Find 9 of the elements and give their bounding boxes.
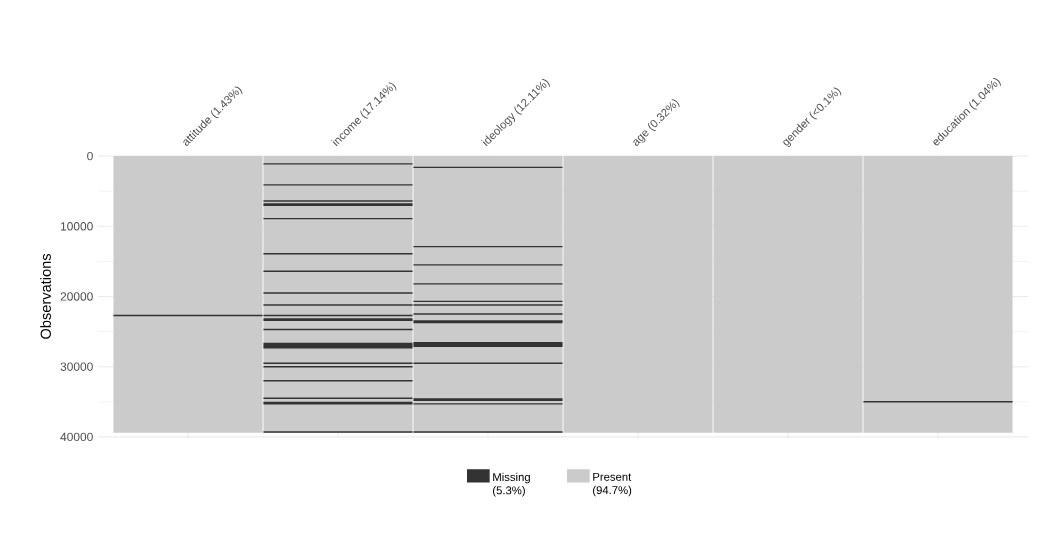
- legend-label: Present (94.7%): [593, 472, 632, 497]
- y-tick-label: 0: [87, 151, 93, 161]
- bar: [263, 203, 413, 206]
- y-tick-label: 40000: [60, 432, 93, 442]
- y-tick-label: 10000: [60, 222, 93, 231]
- y-tick-label: 30000: [60, 362, 93, 371]
- y-tick-label: 20000: [60, 292, 93, 301]
- y-axis-title: Observations: [40, 254, 51, 339]
- legend-label: Missing (5.3%): [493, 472, 530, 497]
